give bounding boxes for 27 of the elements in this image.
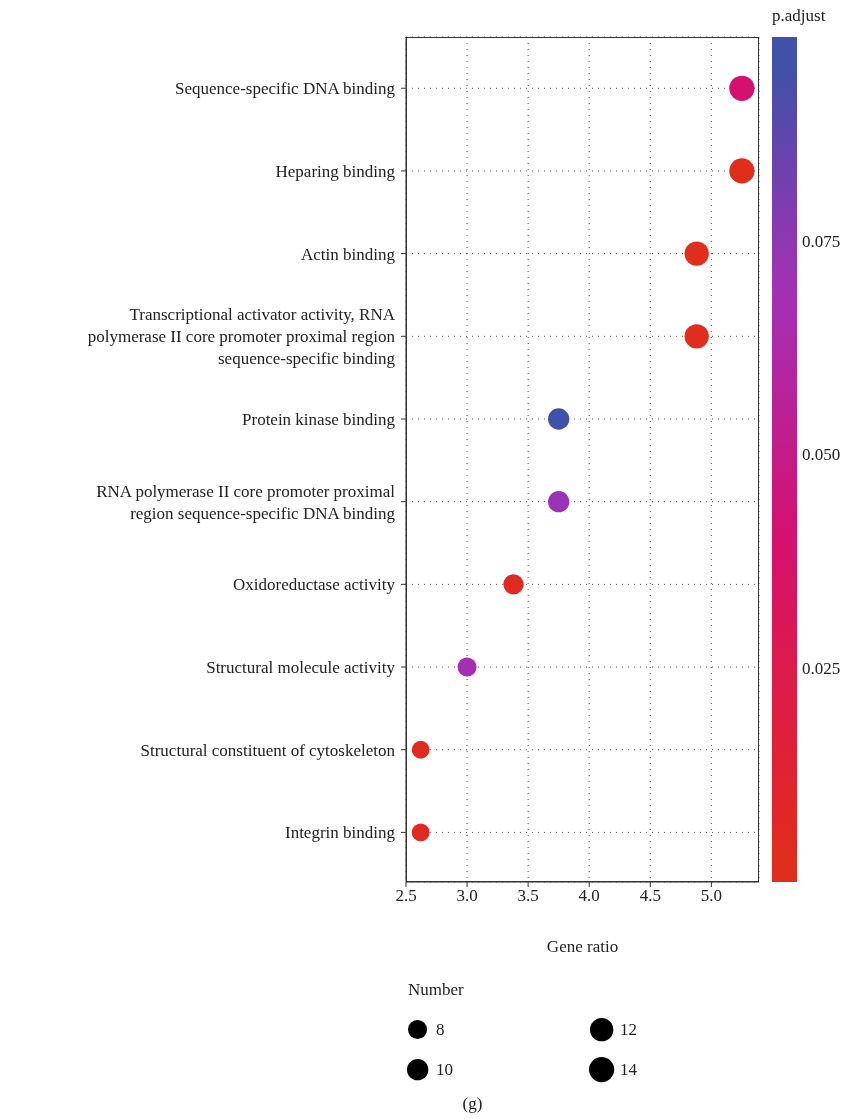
x-tick-label: 2.5 (395, 886, 417, 906)
color-bar-label: 0.025 (802, 657, 841, 680)
color-bar-title: p.adjust (772, 6, 826, 26)
y-tick-label: Structural molecule activity (206, 657, 396, 677)
y-tick-label: Protein kinase binding (242, 409, 396, 429)
y-tick-label: Structural constituent of cytoskeleton (140, 740, 396, 760)
x-tick-label: 3.5 (517, 886, 539, 906)
y-tick-label: Integrin binding (284, 822, 396, 842)
legend-title: Number (408, 980, 464, 1000)
text: (g) (461, 1094, 484, 1114)
legend-label: 10 (436, 1059, 453, 1081)
x-axis-title: Gene ratio (546, 937, 619, 957)
legend-label: 14 (620, 1059, 637, 1081)
color-bar-label: 0.075 (802, 230, 841, 253)
x-tick-label: 3.0 (456, 886, 478, 906)
y-tick-label: Heparing binding (275, 161, 396, 181)
color-bar-label: 0.050 (802, 444, 841, 467)
legend-label: 12 (620, 1019, 637, 1041)
y-tick-label: Actin binding (301, 244, 396, 264)
y-tick-label: RNA polymerase II core promoter proximal region sequence-specific DNA binding (96, 481, 396, 523)
x-tick-label: 5.0 (700, 886, 722, 906)
x-tick-label: 4.5 (639, 886, 661, 906)
legend-label: 8 (436, 1019, 445, 1041)
y-tick-label: Oxidoreductase activity (233, 574, 396, 594)
y-tick-label: Sequence-specific DNA binding (175, 78, 396, 98)
x-tick-label: 4.0 (578, 886, 600, 906)
y-tick-label: Transcriptional activator activity, RNA polymerase II core promoter proximal region sequence-specific binding (87, 304, 396, 368)
